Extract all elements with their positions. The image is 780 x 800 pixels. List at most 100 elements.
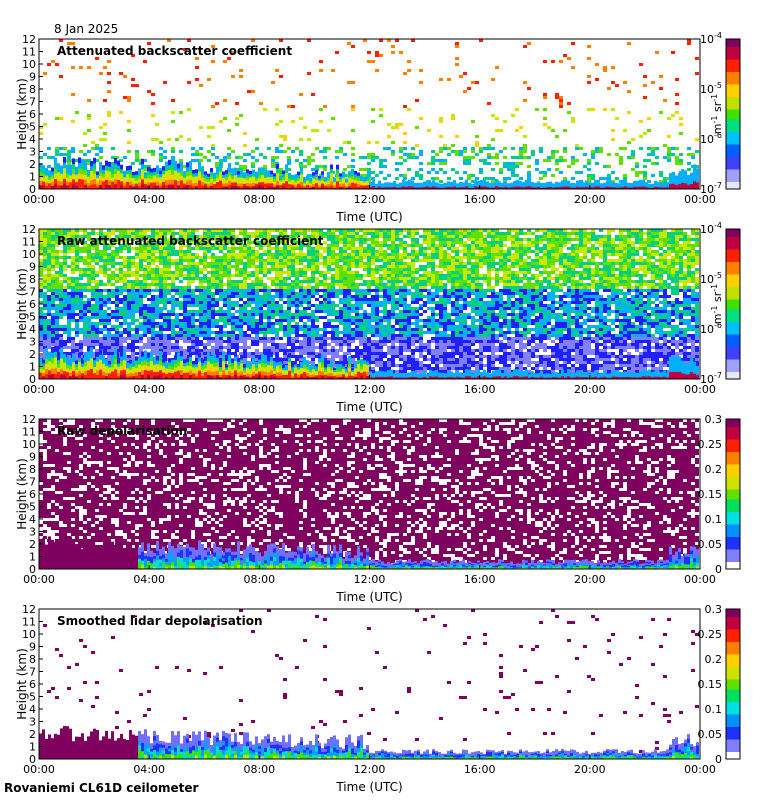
colorbar: 0 0.05 0.1 0.15 0.2 0.25 0.3 <box>698 603 741 766</box>
y-tick-label: 5 <box>29 311 36 324</box>
colorbar-tick-label: 0.3 <box>705 413 723 426</box>
y-tick-label: 12 <box>22 33 36 46</box>
y-tick-label: 12 <box>22 223 36 236</box>
x-tick-label: 20:00 <box>574 383 606 396</box>
y-tick-label: 7 <box>29 476 36 489</box>
colorbar: 0 0.05 0.1 0.15 0.2 0.25 0.3 <box>698 413 741 576</box>
y-tick-label: 5 <box>29 121 36 134</box>
y-tick-label: 6 <box>29 298 36 311</box>
station-label: Rovaniemi CL61D ceilometer <box>4 781 198 795</box>
panel-title: Raw attenuated backscatter coefficient <box>57 234 324 248</box>
colorbar-unit-label: m-1 sr-1 <box>710 284 724 324</box>
colorbar-tick-label: 0.05 <box>698 728 723 741</box>
y-tick-label: 0 <box>29 373 36 386</box>
y-tick-label: 2 <box>29 538 36 551</box>
x-tick-label: 20:00 <box>574 193 606 206</box>
y-tick-label: 12 <box>22 603 36 616</box>
y-tick-label: 10 <box>22 628 36 641</box>
colorbar: 10-7 10-6 10-5 10-4 m-1 sr-1 <box>700 31 741 196</box>
colorbar-tick-label: 0.1 <box>705 513 723 526</box>
y-tick-label: 7 <box>29 96 36 109</box>
colorbar-tick-label: 0 <box>715 753 722 766</box>
x-axis-label: Time (UTC) <box>335 400 402 414</box>
colorbar-tick-label: 0.2 <box>705 653 723 666</box>
colorbar-tick-label: 10-6 <box>700 321 722 336</box>
y-tick-label: 4 <box>29 323 36 336</box>
x-tick-label: 00:00 <box>23 193 55 206</box>
y-tick-label: 5 <box>29 691 36 704</box>
y-tick-label: 0 <box>29 183 36 196</box>
colorbar-tick-label: 0.15 <box>698 488 723 501</box>
y-tick-label: 10 <box>22 438 36 451</box>
y-tick-label: 6 <box>29 108 36 121</box>
x-tick-label: 04:00 <box>133 383 165 396</box>
colorbar-tick-label: 0.1 <box>705 703 723 716</box>
x-tick-label: 16:00 <box>464 573 496 586</box>
panel-0: Attenuated backscatter coefficient 0 12 345… <box>15 31 741 224</box>
y-tick-label: 8 <box>29 83 36 96</box>
y-tick-label: 8 <box>29 463 36 476</box>
date-label: 8 Jan 2025 <box>54 22 118 36</box>
y-tick-label: 4 <box>29 513 36 526</box>
colorbar-tick-label: 10-5 <box>700 81 722 96</box>
x-axis-label: Time (UTC) <box>335 210 402 224</box>
x-tick-label: 20:00 <box>574 763 606 776</box>
y-axis-label: Height (km) <box>15 268 29 339</box>
y-tick-label: 12 <box>22 413 36 426</box>
colorbar-tick-label: 0.3 <box>705 603 723 616</box>
panel-title: Raw depolarisation <box>57 424 187 438</box>
y-tick-label: 3 <box>29 146 36 159</box>
y-tick-label: 9 <box>29 71 36 84</box>
x-tick-label: 12:00 <box>354 573 386 586</box>
colorbar-tick-label: 10-7 <box>700 181 722 196</box>
x-tick-label: 08:00 <box>243 573 275 586</box>
x-tick-label: 12:00 <box>354 763 386 776</box>
x-tick-label: 04:00 <box>133 763 165 776</box>
x-tick-label: 16:00 <box>464 763 496 776</box>
colorbar-tick-label: 0.2 <box>705 463 723 476</box>
y-axis-label: Height (km) <box>15 78 29 149</box>
x-tick-label: 04:00 <box>133 193 165 206</box>
y-tick-label: 11 <box>22 46 36 59</box>
x-tick-label: 04:00 <box>133 573 165 586</box>
y-tick-label: 10 <box>22 248 36 261</box>
colorbar-tick-label: 10-5 <box>700 271 722 286</box>
colorbar-tick-label: 0.05 <box>698 538 723 551</box>
x-tick-label: 08:00 <box>243 763 275 776</box>
y-tick-label: 11 <box>22 236 36 249</box>
colorbar: 10-7 10-6 10-5 10-4 m-1 sr-1 <box>700 221 741 386</box>
x-tick-label: 00:00 <box>684 383 716 396</box>
colorbar-tick-label: 10-4 <box>700 31 722 46</box>
y-tick-label: 5 <box>29 501 36 514</box>
y-tick-label: 0 <box>29 563 36 576</box>
x-tick-label: 00:00 <box>23 573 55 586</box>
x-tick-label: 08:00 <box>243 383 275 396</box>
y-axis-label: Height (km) <box>15 648 29 719</box>
y-tick-label: 7 <box>29 286 36 299</box>
y-tick-label: 11 <box>22 616 36 629</box>
y-tick-label: 8 <box>29 653 36 666</box>
y-tick-label: 1 <box>29 551 36 564</box>
colorbar-tick-label: 0.25 <box>698 628 723 641</box>
y-tick-label: 6 <box>29 488 36 501</box>
y-tick-label: 10 <box>22 58 36 71</box>
colorbar-tick-label: 10-4 <box>700 221 722 236</box>
panel-title: Smoothed lidar depolarisation <box>57 614 263 628</box>
y-tick-label: 4 <box>29 703 36 716</box>
x-axis-label: Time (UTC) <box>335 780 402 794</box>
y-tick-label: 8 <box>29 273 36 286</box>
y-tick-label: 6 <box>29 678 36 691</box>
colorbar-tick-label: 0 <box>715 563 722 576</box>
y-tick-label: 2 <box>29 158 36 171</box>
y-tick-label: 4 <box>29 133 36 146</box>
y-tick-label: 2 <box>29 348 36 361</box>
x-tick-label: 16:00 <box>464 193 496 206</box>
y-tick-label: 3 <box>29 716 36 729</box>
y-tick-label: 7 <box>29 666 36 679</box>
heatmap-field <box>39 419 699 570</box>
panel-title: Attenuated backscatter coefficient <box>57 44 292 58</box>
y-tick-label: 9 <box>29 261 36 274</box>
colorbar-unit-label: m-1 sr-1 <box>710 94 724 134</box>
panel-3: Smoothed lidar depolarisation01234567891… <box>15 603 741 794</box>
heatmap-field <box>39 39 699 190</box>
